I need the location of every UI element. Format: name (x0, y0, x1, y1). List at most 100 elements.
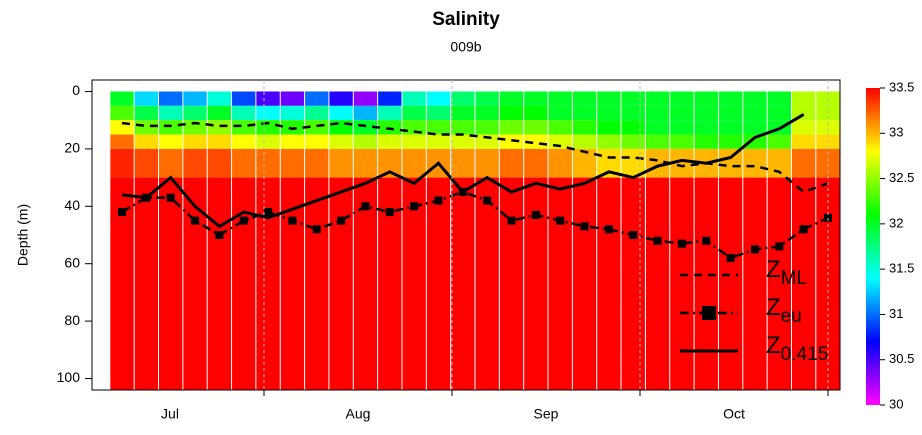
salinity-cell (572, 134, 597, 149)
salinity-cell (353, 177, 378, 390)
salinity-cell (524, 91, 548, 106)
colorbar-tick-label: 33.5 (889, 79, 914, 94)
salinity-cell (378, 134, 402, 149)
salinity-cell (280, 120, 305, 135)
salinity-cell (767, 134, 791, 149)
salinity-cell (402, 105, 426, 121)
salinity-cell (743, 105, 767, 121)
salinity-cell (621, 120, 645, 135)
salinity-cell (524, 177, 548, 390)
salinity-cell (767, 91, 791, 106)
salinity-cell (378, 148, 402, 178)
salinity-cell (767, 177, 791, 390)
salinity-cell (183, 134, 207, 149)
legend-label: Zeu (766, 294, 802, 327)
salinity-cell (329, 148, 353, 178)
salinity-cell (378, 120, 402, 135)
salinity-cell (426, 134, 451, 149)
salinity-cell (718, 105, 743, 121)
colorbar-tick-label: 31 (889, 306, 903, 321)
series-marker (629, 231, 638, 239)
salinity-cell (353, 120, 378, 135)
series-marker (824, 213, 832, 222)
salinity-cell (110, 120, 134, 135)
series-marker (531, 210, 540, 219)
salinity-cell (499, 177, 524, 390)
salinity-cell (451, 91, 475, 106)
salinity-cell (353, 148, 378, 178)
salinity-cell (183, 177, 207, 390)
salinity-cell (475, 148, 499, 178)
salinity-cell (743, 120, 767, 135)
series-marker (580, 222, 589, 231)
salinity-cell (305, 120, 329, 135)
legend-label: Z0.415 (766, 332, 828, 365)
salinity-cell (524, 105, 548, 121)
series-marker (385, 208, 394, 217)
series-line (121, 190, 829, 260)
salinity-cell (791, 91, 816, 106)
salinity-cell (110, 134, 134, 149)
salinity-cell (743, 91, 767, 106)
salinity-cell (378, 177, 402, 390)
salinity-cell (645, 177, 670, 390)
salinity-cell (475, 105, 499, 121)
salinity-cell (280, 134, 305, 149)
salinity-cell (597, 148, 621, 178)
salinity-cell (670, 148, 694, 178)
legend-label: ZML (766, 256, 807, 289)
colorbar-tick-label: 32.5 (889, 170, 914, 185)
salinity-cell (353, 134, 378, 149)
salinity-cell (645, 91, 670, 106)
series-marker (556, 216, 565, 225)
salinity-cell (329, 120, 353, 135)
salinity-cell (134, 120, 159, 135)
series-marker (166, 193, 175, 202)
salinity-cell (499, 148, 524, 178)
salinity-cell (475, 134, 499, 149)
salinity-cell (305, 148, 329, 178)
series-line (121, 113, 805, 229)
colorbar-tick-label: 30.5 (889, 351, 914, 366)
salinity-cell (183, 105, 207, 121)
salinity-cell (694, 177, 718, 390)
salinity-cell (597, 134, 621, 149)
salinity-cell (280, 177, 305, 390)
salinity-cell (645, 105, 670, 121)
salinity-cell (280, 105, 305, 121)
salinity-cell (597, 177, 621, 390)
salinity-cell (767, 148, 791, 178)
salinity-cell (256, 177, 280, 390)
x-tick-label: Oct (723, 406, 745, 422)
salinity-cell (426, 105, 451, 121)
salinity-cell (743, 148, 767, 178)
salinity-cell (329, 91, 353, 106)
salinity-cell (791, 148, 816, 178)
salinity-cell (499, 105, 524, 121)
salinity-cell (353, 91, 378, 106)
salinity-cell (280, 91, 305, 106)
salinity-cell (621, 134, 645, 149)
salinity-cell (475, 177, 499, 390)
salinity-cell (597, 91, 621, 106)
salinity-cell (280, 148, 305, 178)
salinity-cell (572, 148, 597, 178)
salinity-cell (694, 91, 718, 106)
series-marker (239, 216, 248, 225)
plot-frame (91, 79, 841, 391)
series-marker (653, 236, 662, 245)
salinity-cell (475, 91, 499, 106)
salinity-cell (718, 120, 743, 135)
salinity-cell (207, 120, 232, 135)
colorbar-tick-label: 31.5 (889, 261, 914, 276)
salinity-cell (621, 105, 645, 121)
salinity-cell (645, 120, 670, 135)
series-marker (288, 216, 297, 225)
salinity-cell (451, 105, 475, 121)
legend-subscript: eu (781, 306, 802, 327)
salinity-cell (597, 120, 621, 135)
salinity-cell (694, 134, 718, 149)
salinity-cell (670, 134, 694, 149)
salinity-cell (159, 120, 183, 135)
salinity-cell (572, 120, 597, 135)
